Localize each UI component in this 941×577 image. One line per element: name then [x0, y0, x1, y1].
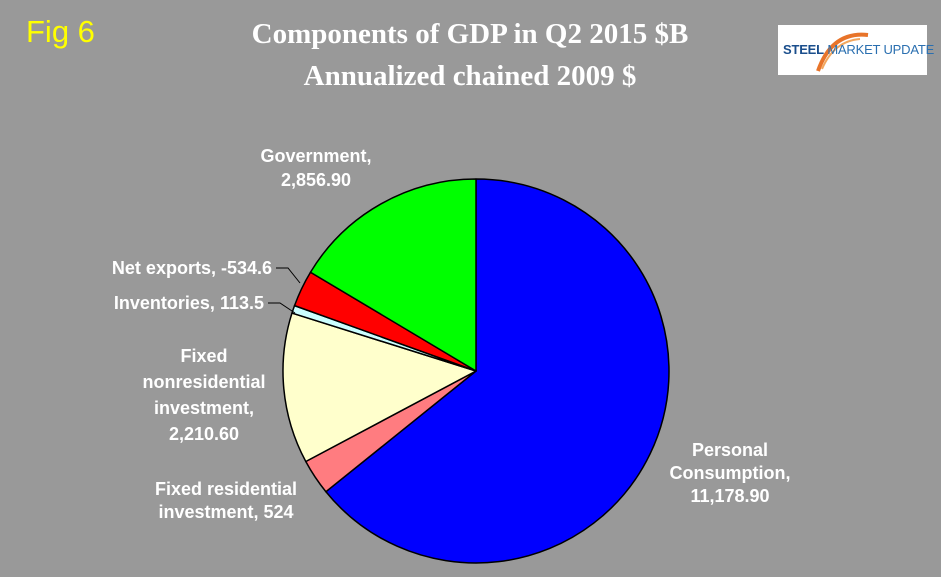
leader-line-inventories: [268, 302, 296, 314]
data-label-line: investment,: [154, 398, 254, 418]
data-label-line: Fixed: [180, 346, 227, 366]
chart-subtitle: Annualized chained 2009 $: [303, 60, 637, 92]
leader-line-net-exports: [276, 267, 301, 284]
data-label-line: 2,210.60: [169, 424, 239, 444]
data-label-line: investment, 524: [158, 502, 293, 522]
data-label-line: Consumption,: [670, 463, 791, 483]
data-label-line: Net exports, -534.6: [112, 258, 272, 278]
logo-text-light: MARKET UPDATE: [827, 42, 935, 57]
pie-slice-personal-consumption: [325, 178, 670, 564]
data-label-fixed-residential: Fixed residential investment, 524: [155, 479, 297, 522]
data-label-line: Fixed residential: [155, 479, 297, 499]
pie-slice-fixed-nonresidential: [282, 312, 477, 463]
logo-text: STEEL MARKET UPDATE: [783, 42, 934, 57]
data-label-line: Inventories, 113.5: [114, 293, 264, 313]
figure-label: Fig 6: [26, 14, 95, 49]
data-label-line: 2,856.90: [281, 170, 351, 190]
data-label-fixed-nonresidential: Fixed nonresidential investment, 2,210.60: [142, 346, 265, 444]
data-label-line: nonresidential: [142, 372, 265, 392]
chart-title: Components of GDP in Q2 2015 $B: [251, 18, 689, 50]
data-label-government: Government, 2,856.90: [260, 146, 371, 190]
data-label-net-exports: Net exports, -534.6: [112, 258, 272, 278]
logo-text-strong: STEEL: [783, 42, 824, 57]
data-label-line: Personal: [692, 440, 768, 460]
data-label-personal-consumption: Personal Consumption, 11,178.90: [670, 440, 791, 506]
data-label-line: Government,: [260, 146, 371, 166]
data-label-inventories: Inventories, 113.5: [114, 293, 264, 313]
pie-slice-government: [309, 178, 477, 372]
steel-market-update-logo: STEEL MARKET UPDATE: [778, 25, 934, 75]
data-label-line: 11,178.90: [690, 486, 769, 506]
logo-swoosh-icon: [816, 32, 869, 72]
